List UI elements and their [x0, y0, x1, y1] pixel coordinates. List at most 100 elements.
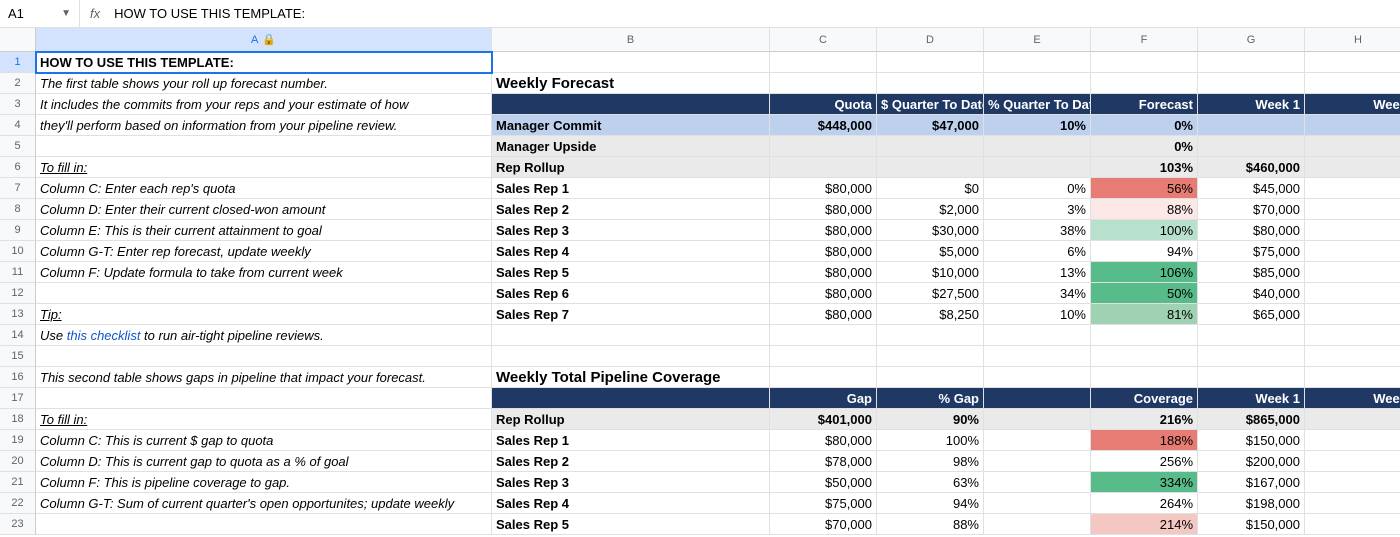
cell[interactable]: 90% [877, 409, 984, 430]
cell[interactable]: 3% [984, 199, 1091, 220]
cell[interactable]: Week 1 [1198, 94, 1305, 115]
cell[interactable] [984, 430, 1091, 451]
cell[interactable] [1305, 346, 1400, 367]
cell[interactable] [492, 346, 770, 367]
cell[interactable] [770, 52, 877, 73]
cell[interactable] [877, 157, 984, 178]
cell[interactable]: This second table shows gaps in pipeline… [36, 367, 492, 388]
cell[interactable] [877, 136, 984, 157]
cell[interactable]: 216% [1091, 409, 1198, 430]
cell[interactable]: Sales Rep 2 [492, 199, 770, 220]
cell[interactable] [36, 136, 492, 157]
row-header[interactable]: 15 [0, 346, 36, 367]
cell[interactable]: To fill in: [36, 409, 492, 430]
cell[interactable]: % Gap [877, 388, 984, 409]
row-header[interactable]: 3 [0, 94, 36, 115]
cell[interactable]: Quota [770, 94, 877, 115]
cell[interactable] [877, 346, 984, 367]
cell[interactable]: 98% [877, 451, 984, 472]
cell[interactable] [1305, 52, 1400, 73]
cell[interactable]: Sales Rep 5 [492, 514, 770, 535]
cell[interactable] [1305, 136, 1400, 157]
cell[interactable] [1305, 325, 1400, 346]
cell[interactable] [1305, 199, 1400, 220]
cell[interactable] [1305, 493, 1400, 514]
cell[interactable]: $30,000 [877, 220, 984, 241]
row-header[interactable]: 19 [0, 430, 36, 451]
cell[interactable]: Column C: Enter each rep's quota [36, 178, 492, 199]
cell[interactable]: 0% [984, 178, 1091, 199]
cell[interactable]: $80,000 [770, 241, 877, 262]
column-header[interactable]: E [984, 28, 1091, 52]
cell[interactable]: To fill in: [36, 157, 492, 178]
cell[interactable]: Sales Rep 5 [492, 262, 770, 283]
cell[interactable] [1198, 73, 1305, 94]
cell[interactable] [1198, 346, 1305, 367]
cell[interactable] [1305, 283, 1400, 304]
cell[interactable]: 94% [1091, 241, 1198, 262]
cell[interactable] [492, 325, 770, 346]
cell[interactable]: 56% [1091, 178, 1198, 199]
cell[interactable] [877, 367, 984, 388]
cell[interactable]: $448,000 [770, 115, 877, 136]
cell[interactable]: Sales Rep 6 [492, 283, 770, 304]
cell[interactable]: $ Quarter To Date [877, 94, 984, 115]
cell[interactable]: Sales Rep 1 [492, 430, 770, 451]
cell[interactable]: Column F: This is pipeline coverage to g… [36, 472, 492, 493]
column-header[interactable]: F [1091, 28, 1198, 52]
cell[interactable]: Column G-T: Enter rep forecast, update w… [36, 241, 492, 262]
cell[interactable] [770, 73, 877, 94]
cell[interactable]: Column G-T: Sum of current quarter's ope… [36, 493, 492, 514]
row-header[interactable]: 13 [0, 304, 36, 325]
cell[interactable]: Column C: This is current $ gap to quota [36, 430, 492, 451]
cell[interactable] [984, 451, 1091, 472]
cell[interactable] [984, 52, 1091, 73]
cell[interactable] [1198, 136, 1305, 157]
cell[interactable]: Column F: Update formula to take from cu… [36, 262, 492, 283]
cell[interactable] [877, 325, 984, 346]
cell[interactable]: HOW TO USE THIS TEMPLATE: [36, 52, 492, 73]
cell[interactable]: $150,000 [1198, 430, 1305, 451]
cell[interactable] [1198, 325, 1305, 346]
cell[interactable]: Column D: Enter their current closed-won… [36, 199, 492, 220]
cell[interactable]: $8,250 [877, 304, 984, 325]
cell[interactable]: $0 [877, 178, 984, 199]
cell[interactable]: It includes the commits from your reps a… [36, 94, 492, 115]
row-header[interactable]: 8 [0, 199, 36, 220]
cell[interactable]: Sales Rep 7 [492, 304, 770, 325]
cell[interactable]: Forecast [1091, 94, 1198, 115]
cell[interactable]: Tip: [36, 304, 492, 325]
cell[interactable] [492, 94, 770, 115]
select-all-corner[interactable] [0, 28, 36, 52]
chevron-down-icon[interactable]: ▼ [61, 8, 71, 19]
cell[interactable] [984, 388, 1091, 409]
cell[interactable]: $200,000 [1198, 451, 1305, 472]
cell[interactable] [1305, 304, 1400, 325]
row-header[interactable]: 20 [0, 451, 36, 472]
cell[interactable]: Week [1305, 94, 1400, 115]
cell[interactable] [1305, 367, 1400, 388]
row-header[interactable]: 9 [0, 220, 36, 241]
cell[interactable]: Weekly Forecast [492, 73, 770, 94]
cell[interactable]: $ [1305, 409, 1400, 430]
cell[interactable] [1305, 115, 1400, 136]
cell[interactable]: 63% [877, 472, 984, 493]
cell[interactable]: 88% [877, 514, 984, 535]
cell[interactable]: 10% [984, 115, 1091, 136]
cell[interactable] [36, 514, 492, 535]
cell[interactable] [1091, 73, 1198, 94]
cell[interactable]: 94% [877, 493, 984, 514]
cell[interactable]: $27,500 [877, 283, 984, 304]
cell[interactable]: 10% [984, 304, 1091, 325]
row-header[interactable]: 4 [0, 115, 36, 136]
cell[interactable]: $65,000 [1198, 304, 1305, 325]
cell[interactable] [1091, 367, 1198, 388]
cell[interactable]: 34% [984, 283, 1091, 304]
cell[interactable]: Sales Rep 1 [492, 178, 770, 199]
cell[interactable] [492, 388, 770, 409]
row-header[interactable]: 10 [0, 241, 36, 262]
cell[interactable] [984, 514, 1091, 535]
cell[interactable]: Sales Rep 4 [492, 241, 770, 262]
cell[interactable] [36, 346, 492, 367]
cell[interactable] [1305, 262, 1400, 283]
